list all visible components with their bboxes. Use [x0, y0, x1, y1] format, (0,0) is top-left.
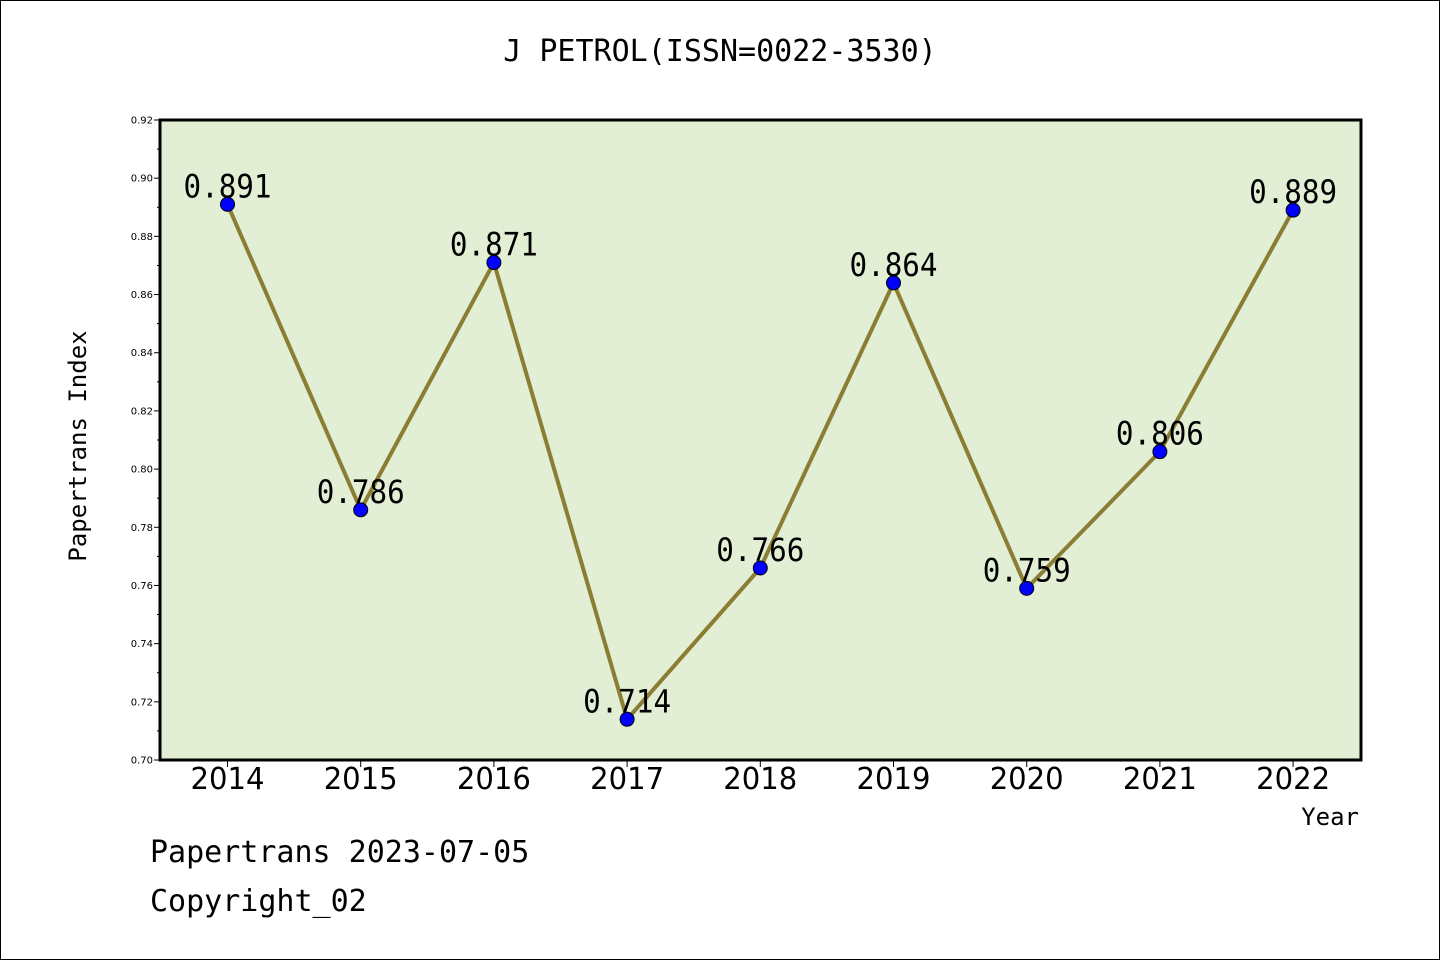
data-point [353, 502, 369, 518]
y-axis: 0.70 0.72 0.74 0.76 0.78 0.80 0.82 0.84 0.86 0.88… [131, 116, 160, 767]
data-label: 0.891 [184, 167, 272, 205]
y-axis-label: Papertrans Index [64, 330, 92, 561]
data-label: 0.806 [1116, 415, 1204, 453]
y-tick-label: 0.72 [131, 697, 153, 708]
y-tick-label: 0.84 [131, 348, 153, 359]
x-tick-label: 2020 [990, 762, 1064, 797]
data-point [1019, 580, 1035, 596]
data-label: 0.766 [716, 531, 804, 569]
x-axis-label: Year [1301, 803, 1359, 831]
y-tick-label: 0.78 [131, 523, 153, 534]
x-tick-label: 2019 [857, 762, 931, 797]
x-tick-label: 2018 [723, 762, 797, 797]
data-point [1285, 202, 1301, 218]
y-tick-label: 0.74 [131, 639, 153, 650]
x-axis: 2014 2015 2016 2017 2018 2019 2020 2021 2022 [191, 760, 1330, 797]
y-tick-label: 0.82 [131, 406, 153, 417]
x-tick-label: 2017 [590, 762, 664, 797]
x-tick-label: 2016 [457, 762, 531, 797]
y-tick-label: 0.70 [131, 756, 153, 767]
data-point [886, 275, 901, 291]
y-tick-label: 0.88 [131, 232, 153, 243]
data-point [220, 196, 235, 212]
data-label: 0.759 [983, 551, 1071, 589]
data-label: 0.889 [1249, 173, 1337, 211]
chart-title: J PETROL(ISSN=0022-3530) [503, 34, 937, 69]
data-point [619, 711, 635, 727]
y-tick-label: 0.80 [131, 465, 153, 476]
x-tick-label: 2015 [324, 762, 398, 797]
footer-copyright: Copyright_02 [150, 884, 367, 919]
series-papertrans-index: 0.891 0.786 0.871 0.714 0.766 0.864 0.759 0.806… [184, 167, 1337, 727]
data-point [752, 560, 768, 576]
plot-border [158, 118, 1363, 762]
x-tick-label: 2014 [191, 762, 265, 797]
data-label: 0.714 [583, 682, 671, 720]
data-point [1152, 444, 1168, 460]
x-tick-label: 2021 [1123, 762, 1197, 797]
y-tick-label: 0.92 [131, 116, 153, 127]
footer-date: Papertrans 2023-07-05 [150, 835, 530, 870]
data-point [486, 255, 502, 271]
plot-area [160, 120, 1361, 760]
data-label: 0.871 [450, 226, 538, 264]
x-tick-label: 2022 [1256, 762, 1330, 797]
y-tick-label: 0.86 [131, 290, 153, 301]
y-tick-label: 0.90 [131, 174, 153, 185]
y-tick-label: 0.76 [131, 581, 153, 592]
data-label: 0.786 [317, 473, 405, 511]
data-label: 0.864 [850, 246, 938, 284]
